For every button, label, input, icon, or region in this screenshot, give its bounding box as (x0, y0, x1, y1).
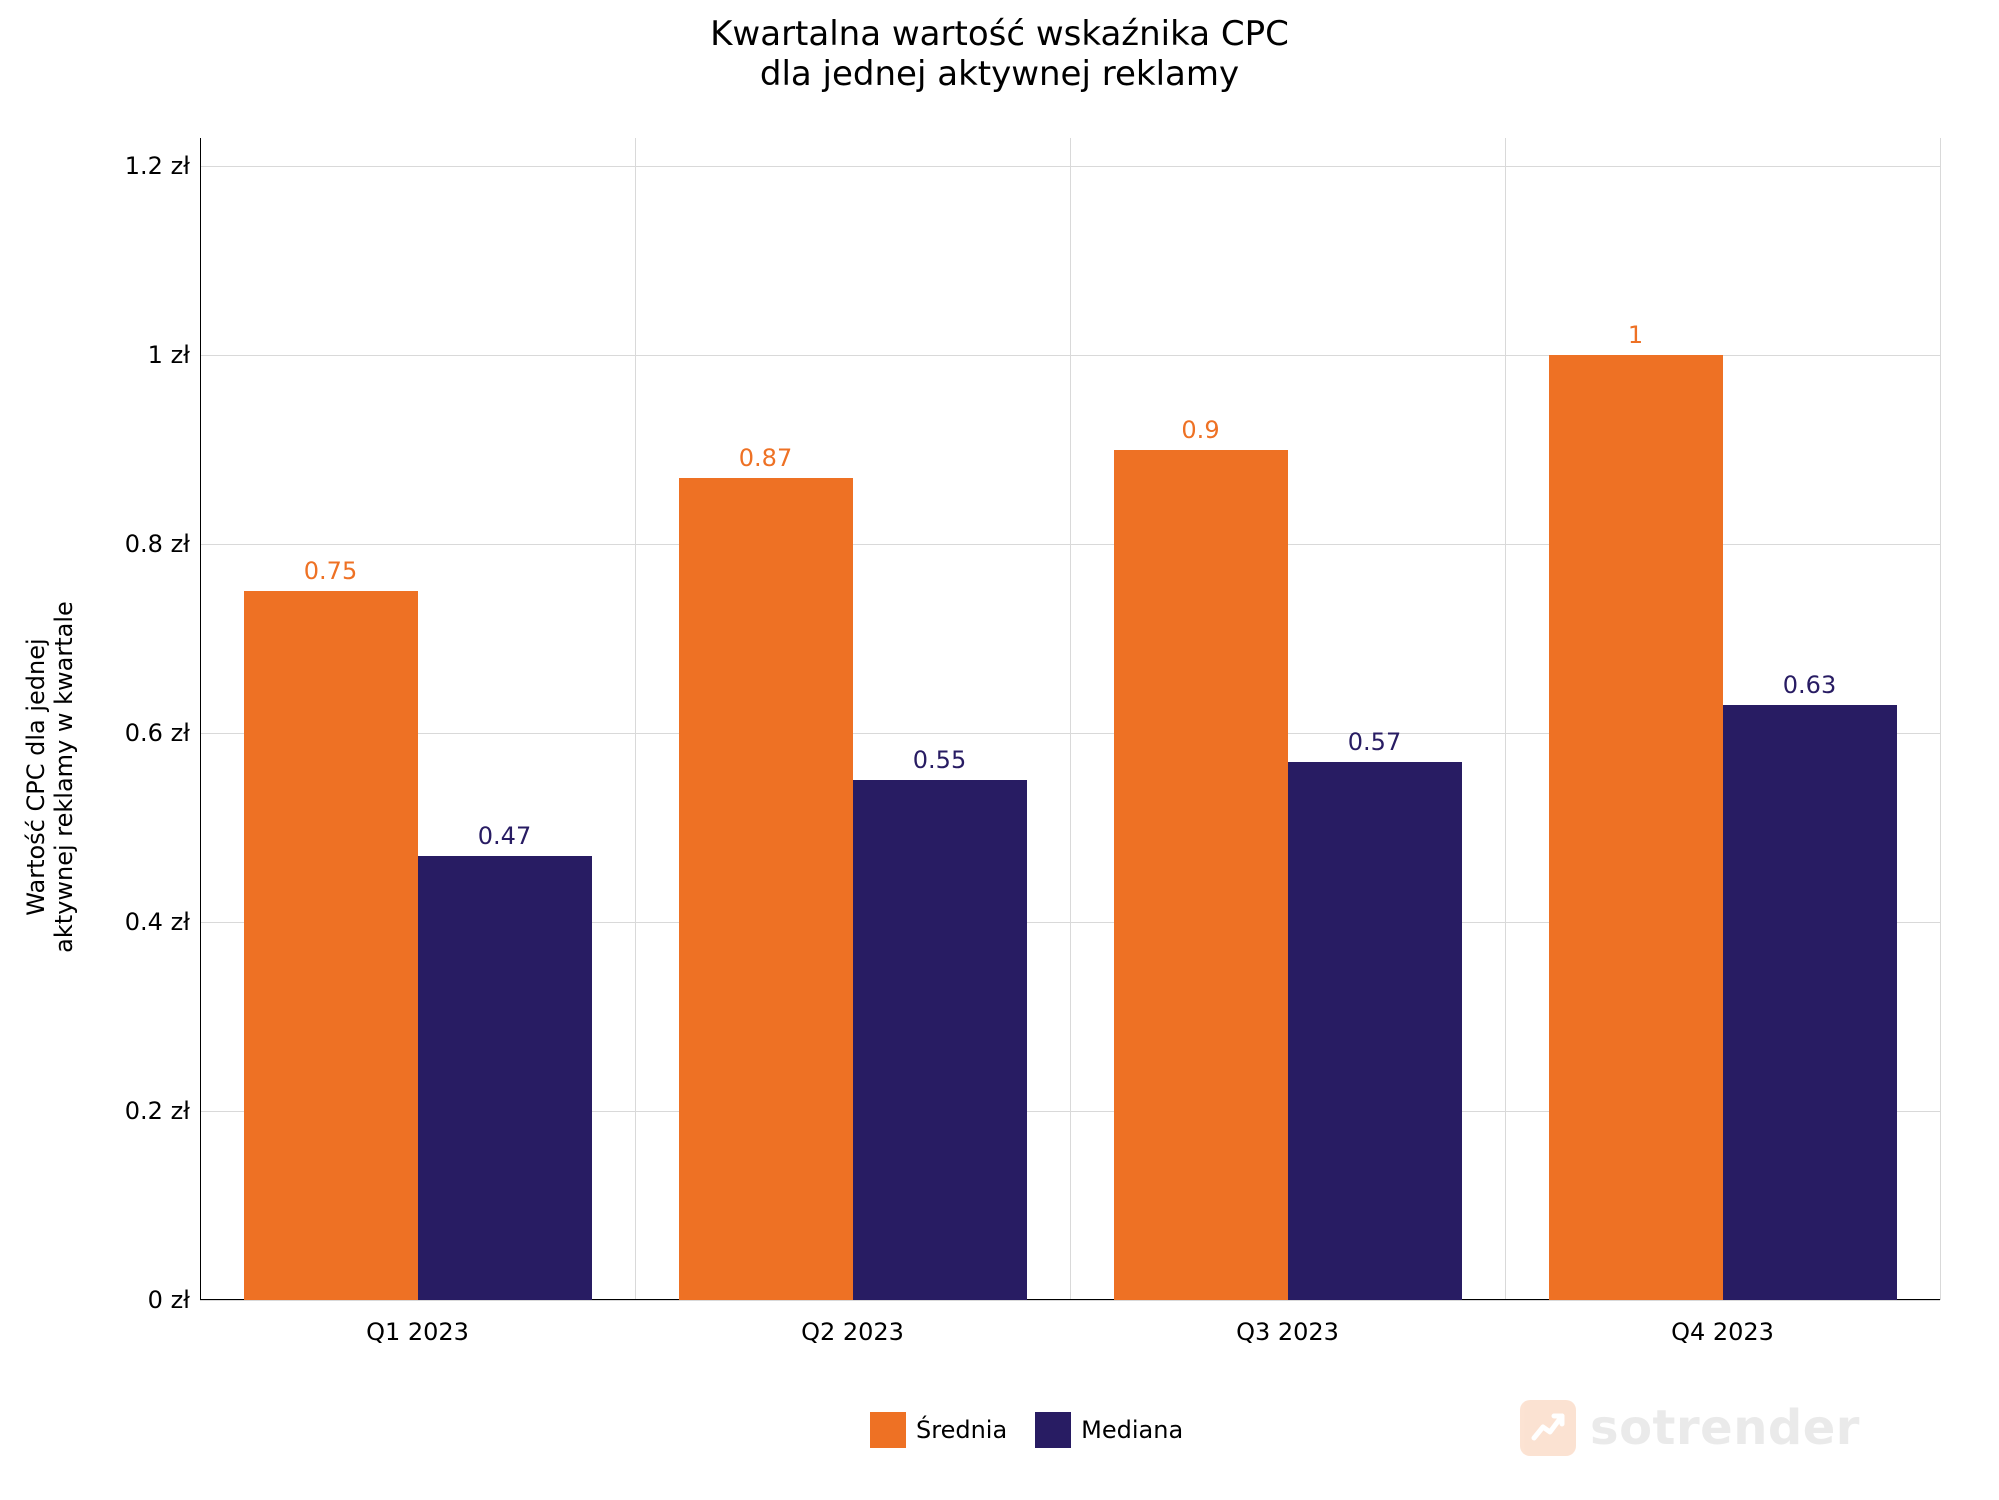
bar-value-label: 0.87 (739, 444, 792, 472)
legend-item: Średnia (870, 1412, 1007, 1448)
bar (679, 478, 853, 1300)
bar-value-label: 0.9 (1181, 416, 1219, 444)
x-tick-label: Q1 2023 (366, 1300, 469, 1346)
y-axis-label: Wartość CPC dla jednej aktywnej reklamy … (22, 601, 78, 953)
gridline-vertical (1940, 138, 1941, 1300)
legend-swatch (1035, 1412, 1071, 1448)
cpc-quarterly-chart: Kwartalna wartość wskaźnika CPC dla jedn… (0, 0, 1999, 1500)
chart-title: Kwartalna wartość wskaźnika CPC dla jedn… (0, 14, 1999, 94)
bar (1549, 355, 1723, 1300)
axis-spine-left (200, 138, 201, 1300)
x-tick-label: Q3 2023 (1236, 1300, 1339, 1346)
y-tick-label: 1.2 zł (125, 152, 200, 180)
watermark-icon (1520, 1400, 1576, 1456)
watermark-text: sotrender (1590, 1400, 1860, 1456)
bar (1114, 450, 1288, 1300)
y-tick-label: 0 zł (148, 1286, 200, 1314)
y-tick-label: 1 zł (148, 341, 200, 369)
y-tick-label: 0.2 zł (125, 1097, 200, 1125)
y-tick-label: 0.8 zł (125, 530, 200, 558)
bar-value-label: 0.57 (1348, 728, 1401, 756)
legend-label: Mediana (1081, 1416, 1183, 1444)
x-tick-label: Q2 2023 (801, 1300, 904, 1346)
legend-swatch (870, 1412, 906, 1448)
bar-value-label: 0.55 (913, 746, 966, 774)
legend-label: Średnia (916, 1416, 1007, 1444)
y-tick-label: 0.4 zł (125, 908, 200, 936)
legend-item: Mediana (1035, 1412, 1183, 1448)
bar-value-label: 0.47 (478, 822, 531, 850)
plot-area: 0 zł0.2 zł0.4 zł0.6 zł0.8 zł1 zł1.2 złQ1… (200, 138, 1940, 1300)
gridline-vertical (1070, 138, 1071, 1300)
y-tick-label: 0.6 zł (125, 719, 200, 747)
bar-value-label: 1 (1628, 321, 1643, 349)
bar (1288, 762, 1462, 1300)
x-tick-label: Q4 2023 (1671, 1300, 1774, 1346)
bar-value-label: 0.75 (304, 557, 357, 585)
watermark-sotrender: sotrender (1520, 1400, 1860, 1456)
legend: Średnia Mediana (870, 1412, 1183, 1448)
bar-value-label: 0.63 (1783, 671, 1836, 699)
bar (853, 780, 1027, 1300)
bar (1723, 705, 1897, 1300)
gridline-vertical (1505, 138, 1506, 1300)
gridline-vertical (635, 138, 636, 1300)
bar (244, 591, 418, 1300)
bar (418, 856, 592, 1300)
